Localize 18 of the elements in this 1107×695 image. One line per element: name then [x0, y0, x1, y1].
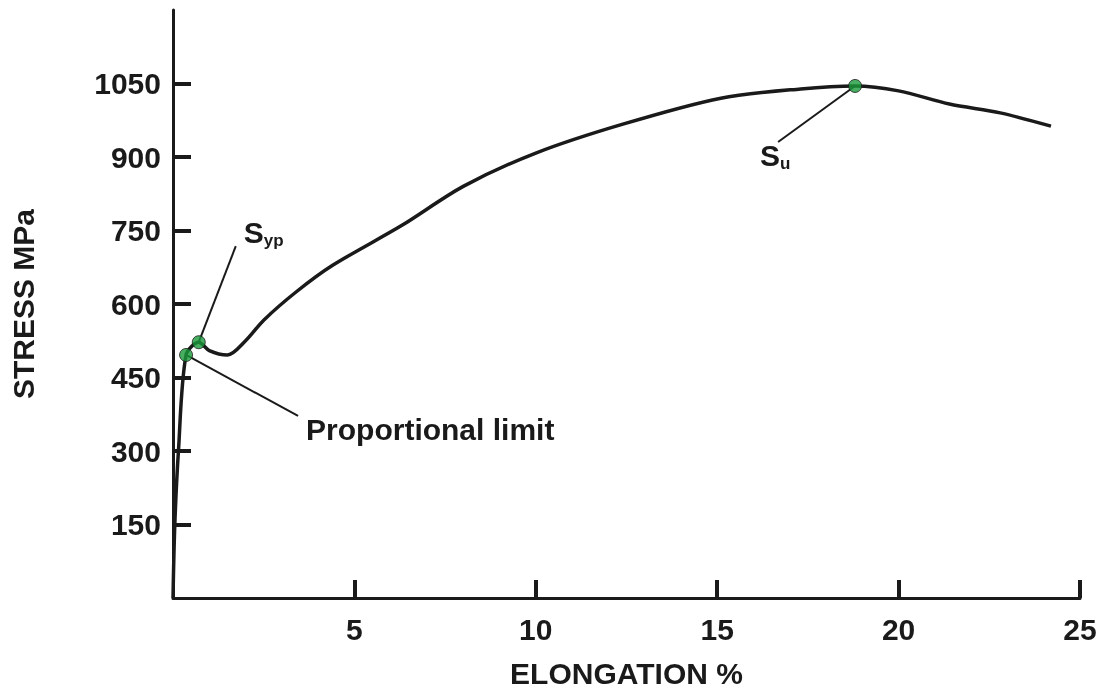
x-tick-label: 20 [881, 612, 916, 646]
y-axis-title: STRESS MPa [6, 208, 40, 400]
point [191, 335, 206, 350]
y-tick-label: 1050 [94, 67, 161, 100]
point [179, 347, 194, 362]
x-tick-label: 15 [700, 612, 734, 646]
x-tick-label: 25 [1063, 612, 1097, 646]
y-tick-label: 150 [110, 508, 161, 541]
y-tick-label: 900 [110, 140, 161, 174]
x-axis-title: ELONGATION % [510, 656, 743, 690]
point [848, 78, 863, 93]
x-tick-label: 10 [519, 612, 553, 646]
y-tick-label: 300 [110, 434, 161, 468]
annotation: Proportional limit [306, 413, 555, 447]
y-tick-label: 450 [110, 361, 161, 394]
y-tick-label: 600 [110, 287, 161, 321]
y-tick-label: 750 [110, 214, 161, 247]
x-tick-label: 5 [346, 612, 363, 646]
